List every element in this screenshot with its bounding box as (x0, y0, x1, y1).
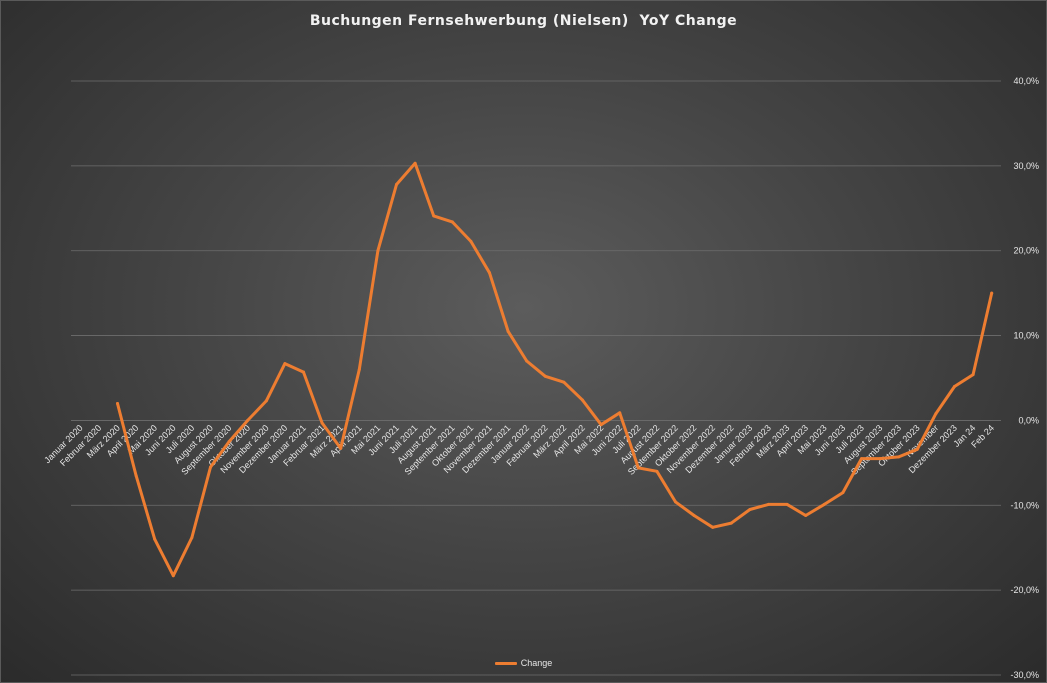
data-point (562, 380, 566, 384)
y-tick-label: 30,0% (1013, 161, 1039, 171)
series-line-change (116, 161, 994, 578)
data-point (488, 271, 491, 275)
data-point (711, 525, 715, 529)
data-point (860, 457, 863, 461)
data-point (543, 374, 547, 378)
data-point (153, 537, 157, 541)
data-point (320, 421, 324, 425)
data-point (264, 399, 268, 403)
data-point (190, 536, 194, 540)
data-point (915, 447, 919, 451)
chart-title: Buchungen Fernsehwerbung (Nielsen) YoY C… (309, 13, 738, 29)
legend-swatch-change (494, 661, 517, 665)
y-tick-label: -10,0% (1010, 500, 1039, 510)
data-point (357, 368, 361, 372)
data-point (134, 474, 138, 478)
data-point (674, 500, 677, 504)
data-point (413, 161, 417, 165)
data-point (748, 508, 752, 512)
data-point (283, 362, 287, 366)
data-point (618, 411, 622, 415)
data-point (246, 418, 250, 422)
data-point (636, 466, 640, 470)
data-point (209, 465, 212, 469)
data-point (785, 502, 789, 506)
data-point (525, 359, 529, 363)
y-tick-label: 20,0% (1013, 246, 1039, 256)
y-tick-label: -30,0% (1010, 670, 1039, 680)
data-point (469, 239, 473, 243)
data-point (395, 183, 398, 187)
data-point (934, 412, 938, 416)
data-point (953, 384, 956, 388)
data-point (897, 455, 901, 459)
y-tick-label: -20,0% (1010, 585, 1039, 595)
legend-label-change: Change (520, 658, 553, 668)
data-point (804, 513, 808, 517)
data-point (878, 457, 882, 461)
data-point (376, 249, 380, 253)
data-point (655, 469, 659, 473)
data-point (506, 329, 510, 333)
data-point (971, 373, 975, 377)
data-point (171, 574, 175, 578)
data-point (116, 401, 119, 405)
data-point (729, 521, 733, 525)
data-point (841, 491, 845, 495)
data-point (599, 423, 603, 427)
data-point (990, 291, 994, 295)
data-point (450, 220, 454, 224)
y-tick-label: 0,0% (1018, 415, 1039, 425)
data-point (302, 370, 305, 374)
data-point (339, 446, 343, 450)
y-tick-label: 10,0% (1013, 331, 1039, 341)
data-point (581, 398, 584, 402)
y-tick-label: 40,0% (1013, 76, 1039, 86)
data-point (767, 502, 770, 506)
data-point (692, 513, 696, 517)
legend: Change (1, 658, 1046, 668)
data-point (432, 214, 436, 218)
data-point (822, 502, 826, 506)
data-point (227, 440, 231, 444)
